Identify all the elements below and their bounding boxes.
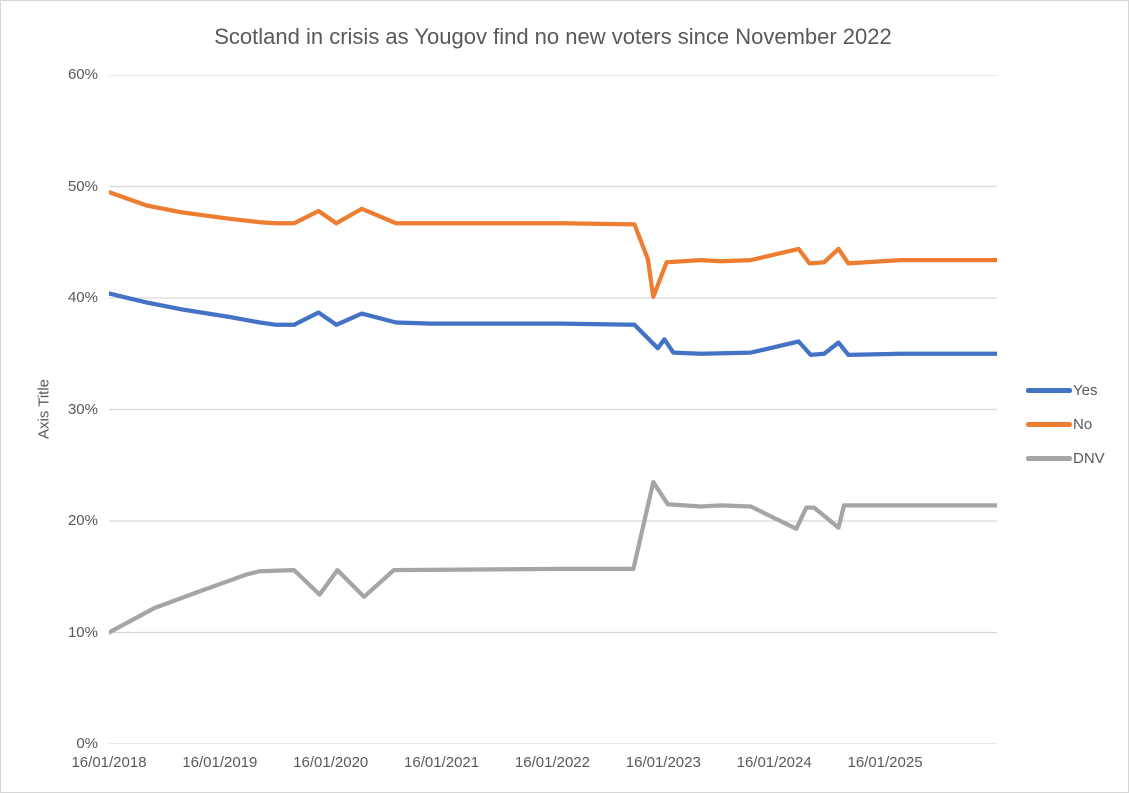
x-tick-label: 16/01/2024: [736, 754, 812, 771]
plot-area: [109, 75, 997, 744]
legend-line-marker: [1026, 422, 1072, 427]
legend-item-no[interactable]: No: [1026, 416, 1105, 433]
x-tick-label: 16/01/2022: [514, 754, 590, 771]
legend-label: No: [1073, 416, 1093, 433]
y-tick-label: 40%: [67, 289, 98, 306]
x-tick-label: 16/01/2019: [182, 754, 258, 771]
legend-item-dnv[interactable]: DNV: [1026, 450, 1105, 467]
legend-item-yes[interactable]: Yes: [1026, 382, 1105, 399]
legend: Yes No DNV: [1026, 382, 1105, 484]
y-tick-label: 50%: [67, 177, 98, 195]
legend-label: DNV: [1073, 450, 1105, 467]
x-tick-label: 16/01/2020: [293, 754, 369, 771]
legend-line-marker: [1026, 388, 1072, 393]
x-tick-label: 16/01/2023: [625, 754, 701, 771]
legend-line-marker: [1026, 456, 1072, 461]
y-tick-label: 0%: [76, 735, 98, 752]
series-line-yes: [109, 291, 997, 358]
series-line-dnv: [109, 479, 997, 635]
chart-title: Scotland in crisis as Yougov find no new…: [214, 24, 892, 49]
x-tick-label: 16/01/2018: [71, 754, 147, 771]
x-tick-label: 16/01/2025: [847, 754, 923, 771]
legend-label: Yes: [1073, 382, 1098, 399]
series-line-no: [109, 189, 997, 300]
y-tick-label: 30%: [67, 400, 98, 418]
y-tick-label: 20%: [67, 512, 98, 529]
y-tick-label: 60%: [67, 66, 98, 83]
x-tick-label: 16/01/2021: [404, 754, 480, 771]
y-tick-label: 10%: [67, 623, 98, 641]
